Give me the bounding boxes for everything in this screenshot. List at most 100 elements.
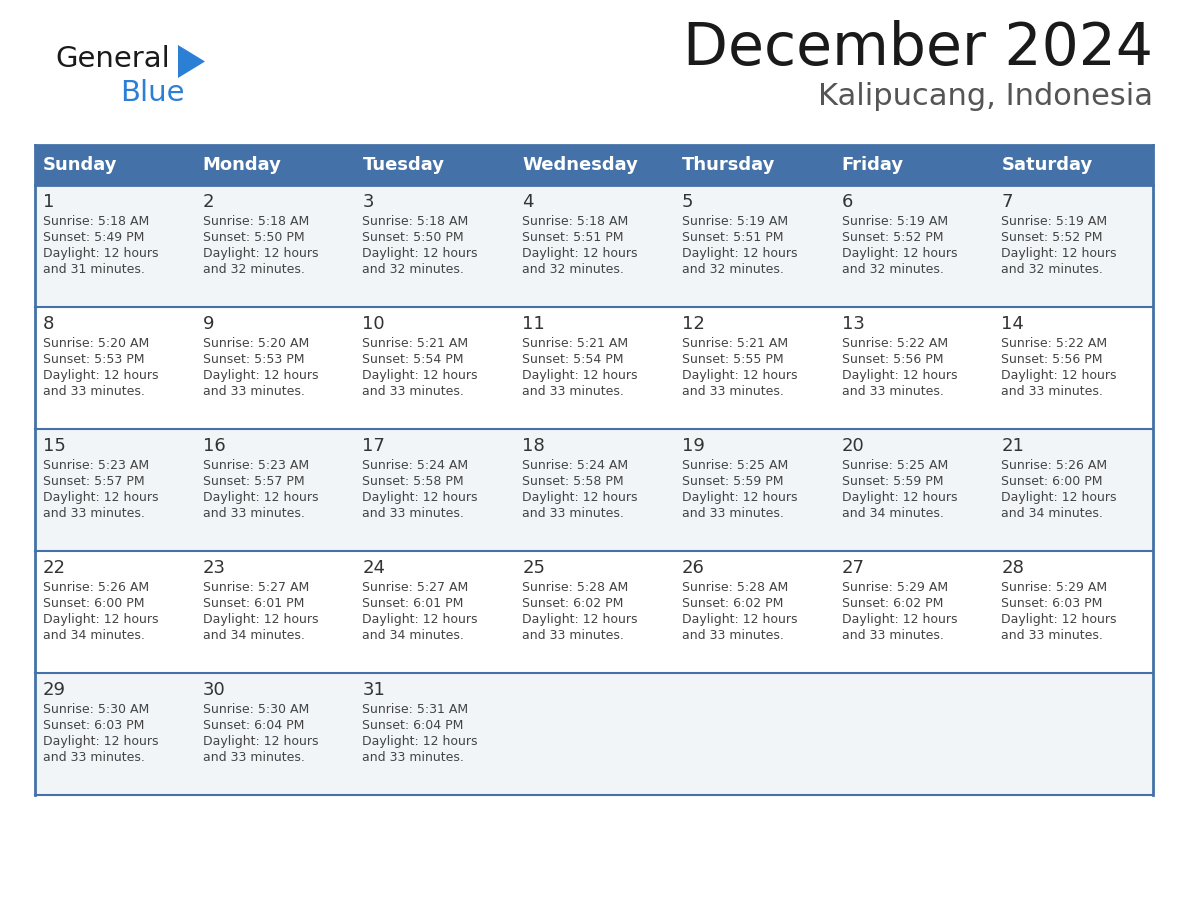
Bar [354, 145, 514, 185]
Text: Daylight: 12 hours: Daylight: 12 hours [1001, 491, 1117, 504]
Text: 3: 3 [362, 193, 374, 211]
Text: 29: 29 [43, 681, 67, 699]
Text: 13: 13 [841, 315, 865, 333]
Text: Sunrise: 5:18 AM: Sunrise: 5:18 AM [43, 215, 150, 228]
Text: Sunset: 5:54 PM: Sunset: 5:54 PM [523, 353, 624, 366]
Text: and 33 minutes.: and 33 minutes. [203, 751, 304, 764]
Text: Sunset: 5:49 PM: Sunset: 5:49 PM [43, 231, 145, 244]
Text: 16: 16 [203, 437, 226, 455]
Text: Sunrise: 5:25 AM: Sunrise: 5:25 AM [682, 459, 788, 472]
Text: Daylight: 12 hours: Daylight: 12 hours [43, 247, 158, 260]
Text: Daylight: 12 hours: Daylight: 12 hours [1001, 369, 1117, 382]
Text: Sunset: 5:51 PM: Sunset: 5:51 PM [523, 231, 624, 244]
Text: Friday: Friday [841, 156, 904, 174]
Text: and 32 minutes.: and 32 minutes. [203, 263, 304, 276]
Text: and 33 minutes.: and 33 minutes. [682, 507, 784, 520]
Text: 18: 18 [523, 437, 545, 455]
Text: Sunset: 6:00 PM: Sunset: 6:00 PM [43, 597, 145, 610]
Text: Daylight: 12 hours: Daylight: 12 hours [841, 247, 958, 260]
Text: Daylight: 12 hours: Daylight: 12 hours [682, 369, 797, 382]
Text: Sunset: 6:02 PM: Sunset: 6:02 PM [841, 597, 943, 610]
Text: and 32 minutes.: and 32 minutes. [682, 263, 784, 276]
Text: and 32 minutes.: and 32 minutes. [362, 263, 465, 276]
Text: Sunrise: 5:24 AM: Sunrise: 5:24 AM [362, 459, 468, 472]
Text: 23: 23 [203, 559, 226, 577]
Text: 25: 25 [523, 559, 545, 577]
Text: Daylight: 12 hours: Daylight: 12 hours [841, 369, 958, 382]
Text: 6: 6 [841, 193, 853, 211]
Text: Daylight: 12 hours: Daylight: 12 hours [682, 491, 797, 504]
Text: Sunrise: 5:30 AM: Sunrise: 5:30 AM [43, 703, 150, 716]
Bar [34, 673, 1154, 795]
Text: 21: 21 [1001, 437, 1024, 455]
Text: and 33 minutes.: and 33 minutes. [523, 385, 624, 398]
Text: Sunrise: 5:21 AM: Sunrise: 5:21 AM [682, 337, 788, 350]
Text: December 2024: December 2024 [683, 20, 1154, 77]
Text: Sunset: 6:03 PM: Sunset: 6:03 PM [43, 719, 145, 732]
Text: 1: 1 [43, 193, 55, 211]
Text: Daylight: 12 hours: Daylight: 12 hours [203, 735, 318, 748]
Bar [834, 145, 993, 185]
Text: Sunrise: 5:28 AM: Sunrise: 5:28 AM [682, 581, 788, 594]
Text: Daylight: 12 hours: Daylight: 12 hours [682, 613, 797, 626]
Text: Sunrise: 5:20 AM: Sunrise: 5:20 AM [43, 337, 150, 350]
Text: Sunset: 5:59 PM: Sunset: 5:59 PM [682, 475, 783, 488]
Text: and 33 minutes.: and 33 minutes. [362, 507, 465, 520]
Text: 24: 24 [362, 559, 385, 577]
Text: Sunset: 6:04 PM: Sunset: 6:04 PM [203, 719, 304, 732]
Text: Sunset: 6:04 PM: Sunset: 6:04 PM [362, 719, 463, 732]
Text: 10: 10 [362, 315, 385, 333]
Text: and 33 minutes.: and 33 minutes. [203, 507, 304, 520]
Text: and 34 minutes.: and 34 minutes. [841, 507, 943, 520]
Text: Sunrise: 5:18 AM: Sunrise: 5:18 AM [362, 215, 469, 228]
Text: 14: 14 [1001, 315, 1024, 333]
Text: and 33 minutes.: and 33 minutes. [523, 507, 624, 520]
Text: Daylight: 12 hours: Daylight: 12 hours [523, 247, 638, 260]
Text: Daylight: 12 hours: Daylight: 12 hours [841, 613, 958, 626]
Text: and 33 minutes.: and 33 minutes. [362, 751, 465, 764]
Text: Sunset: 5:50 PM: Sunset: 5:50 PM [203, 231, 304, 244]
Bar [34, 145, 195, 185]
Text: Sunset: 5:57 PM: Sunset: 5:57 PM [203, 475, 304, 488]
Text: Daylight: 12 hours: Daylight: 12 hours [43, 369, 158, 382]
Text: Tuesday: Tuesday [362, 156, 444, 174]
Text: Sunrise: 5:26 AM: Sunrise: 5:26 AM [1001, 459, 1107, 472]
Text: Sunrise: 5:20 AM: Sunrise: 5:20 AM [203, 337, 309, 350]
Text: 22: 22 [43, 559, 67, 577]
Text: 7: 7 [1001, 193, 1013, 211]
Text: and 33 minutes.: and 33 minutes. [841, 385, 943, 398]
Text: Daylight: 12 hours: Daylight: 12 hours [43, 735, 158, 748]
Text: and 33 minutes.: and 33 minutes. [682, 629, 784, 642]
Text: Sunset: 5:50 PM: Sunset: 5:50 PM [362, 231, 465, 244]
Text: and 34 minutes.: and 34 minutes. [362, 629, 465, 642]
Text: 5: 5 [682, 193, 694, 211]
Text: Sunset: 6:03 PM: Sunset: 6:03 PM [1001, 597, 1102, 610]
Bar [34, 185, 1154, 307]
Text: Sunset: 5:51 PM: Sunset: 5:51 PM [682, 231, 783, 244]
Text: Sunrise: 5:28 AM: Sunrise: 5:28 AM [523, 581, 628, 594]
Text: Sunday: Sunday [43, 156, 118, 174]
Text: Sunset: 5:57 PM: Sunset: 5:57 PM [43, 475, 145, 488]
Text: Daylight: 12 hours: Daylight: 12 hours [362, 613, 478, 626]
Text: Sunrise: 5:22 AM: Sunrise: 5:22 AM [1001, 337, 1107, 350]
Text: Daylight: 12 hours: Daylight: 12 hours [362, 491, 478, 504]
Text: Sunrise: 5:23 AM: Sunrise: 5:23 AM [43, 459, 150, 472]
Text: and 33 minutes.: and 33 minutes. [1001, 385, 1104, 398]
Text: Daylight: 12 hours: Daylight: 12 hours [203, 247, 318, 260]
Text: and 33 minutes.: and 33 minutes. [523, 629, 624, 642]
Text: 17: 17 [362, 437, 385, 455]
Text: Daylight: 12 hours: Daylight: 12 hours [203, 369, 318, 382]
Text: and 34 minutes.: and 34 minutes. [203, 629, 304, 642]
Text: General: General [55, 45, 170, 73]
Text: Sunset: 5:53 PM: Sunset: 5:53 PM [43, 353, 145, 366]
Text: Daylight: 12 hours: Daylight: 12 hours [1001, 247, 1117, 260]
Text: and 33 minutes.: and 33 minutes. [362, 385, 465, 398]
Text: 31: 31 [362, 681, 385, 699]
Bar [993, 145, 1154, 185]
Text: 28: 28 [1001, 559, 1024, 577]
Bar [34, 307, 1154, 429]
Text: 2: 2 [203, 193, 214, 211]
Text: Sunset: 5:55 PM: Sunset: 5:55 PM [682, 353, 783, 366]
Text: 26: 26 [682, 559, 704, 577]
Text: Sunrise: 5:29 AM: Sunrise: 5:29 AM [1001, 581, 1107, 594]
